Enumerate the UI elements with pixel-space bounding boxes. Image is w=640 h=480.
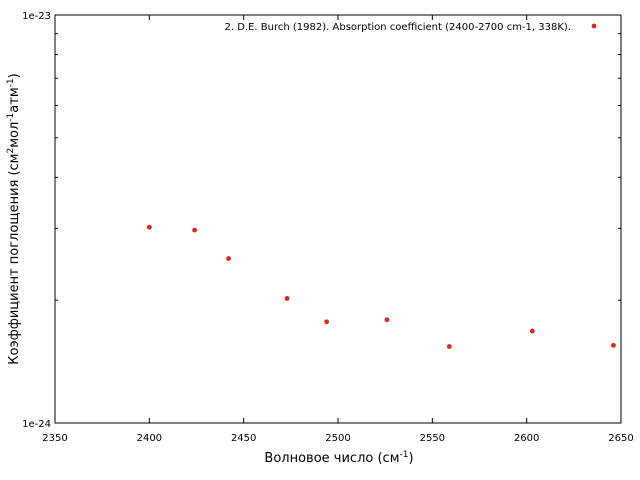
legend-marker (591, 23, 597, 29)
x-axis-label: Волновое число (см-1) (264, 450, 413, 466)
x-axis-ticks: 2350 2400 2450 2500 2550 2600 2650 (42, 15, 634, 444)
data-points (146, 224, 616, 349)
data-point (611, 342, 616, 348)
data-point (226, 256, 231, 261)
data-point (324, 319, 330, 325)
data-point (284, 296, 290, 301)
plot-frame (54, 14, 622, 424)
x-tick-label: 2350 (42, 433, 67, 444)
x-tick-label: 2600 (514, 433, 539, 444)
data-point (446, 344, 452, 349)
y-axis-ticks: 1e-24 1e-23 (22, 11, 621, 430)
x-tick-label: 2550 (420, 433, 445, 444)
y-tick-label: 1e-23 (22, 11, 51, 22)
legend-label: 2. D.E. Burch (1982). Absorption coeffic… (225, 22, 571, 33)
x-tick-label: 2500 (325, 433, 350, 444)
x-tick-label: 2400 (137, 433, 162, 444)
x-tick-label: 2650 (608, 433, 633, 444)
data-point (146, 224, 152, 230)
y-axis-label: Коэффициент поглощения (см2мол-1атм-1) (6, 73, 22, 364)
y-tick-label: 1e-24 (22, 419, 51, 430)
legend: 2. D.E. Burch (1982). Absorption coeffic… (225, 22, 597, 33)
data-point (192, 227, 198, 233)
data-point (529, 328, 535, 334)
x-tick-label: 2450 (231, 433, 256, 444)
data-point (384, 317, 390, 323)
